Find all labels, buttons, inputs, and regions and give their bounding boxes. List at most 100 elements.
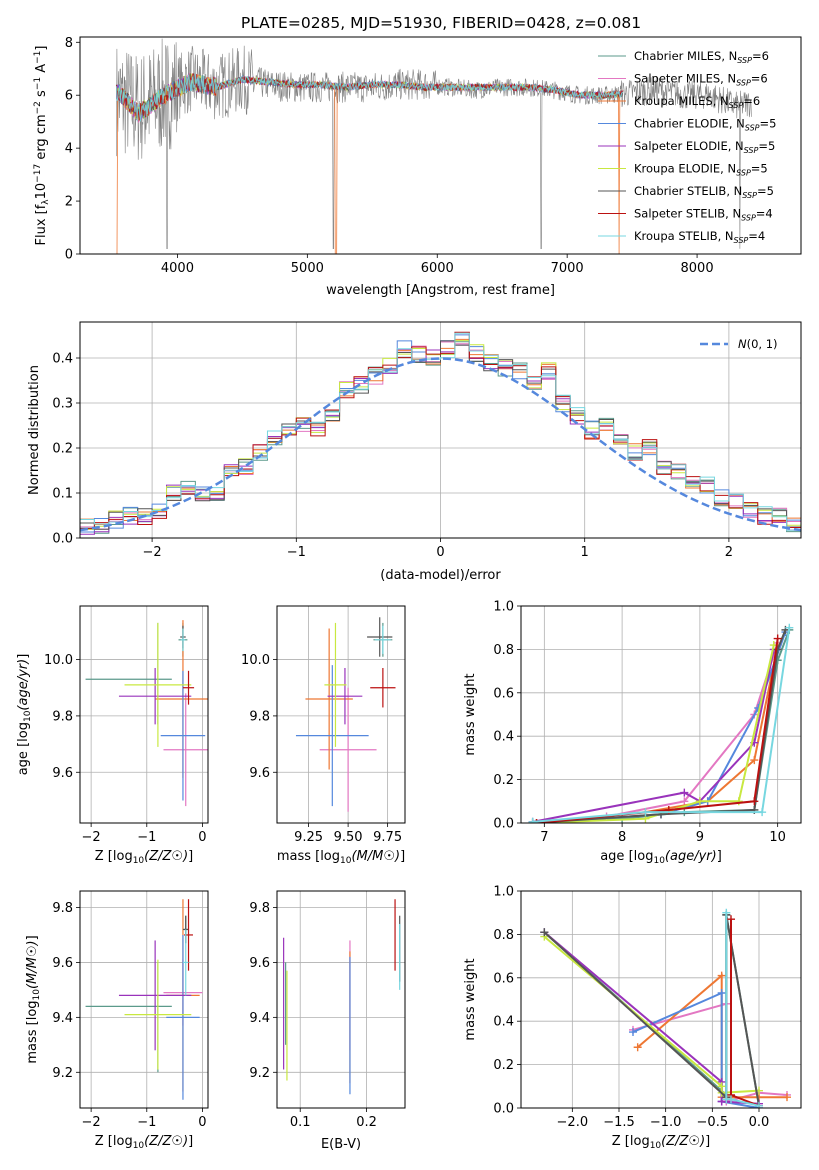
weight-series-line (536, 642, 779, 823)
y-tick-label: 0.6 (493, 686, 514, 701)
histogram-step-line (80, 340, 801, 530)
axes-frame (79, 321, 802, 539)
weight-vs-age-panel: 7 8 9 10 0.0 0.2 0.4 0.6 0.8 1.0 age [log10(age/yr… (463, 600, 802, 866)
weight-point-marker (540, 928, 549, 937)
normal-reference-curve (80, 357, 801, 532)
x-tick-label: 0.1 (290, 1115, 311, 1130)
y-tick-label: 0.8 (493, 643, 514, 658)
x-tick-label: 6000 (421, 261, 454, 276)
weight-point-marker (528, 817, 537, 823)
x-tick-label: −2 (82, 830, 101, 845)
weight-point-marker (717, 1097, 726, 1106)
y-axis-label: mass [log10(M/M☉)] (25, 935, 42, 1063)
y-tick-label: 1.0 (493, 600, 514, 615)
legend-entry-label: Kroupa ELODIE, NSSP=5 (634, 162, 768, 178)
weight-lines (540, 908, 791, 1108)
legend-entry-label: N(0, 1) (738, 337, 778, 351)
x-axis-label: (data-model)/error (380, 568, 501, 583)
y-tick-label: 0.2 (493, 1058, 514, 1073)
y-tick-label: 9.6 (249, 766, 270, 781)
x-tick-label: 5000 (291, 261, 324, 276)
weight-point-marker (758, 808, 767, 817)
axes-frame (276, 605, 406, 824)
x-axis-label: Z [log10(Z/Z☉)] (95, 849, 193, 866)
x-tick-label: 9.25 (294, 830, 323, 845)
x-tick-label: 10 (769, 830, 786, 845)
y-tick-label: 0.0 (493, 817, 514, 832)
axes-frame (79, 890, 209, 1109)
weight-point-marker (783, 1093, 791, 1102)
x-tick-label: 0 (198, 1115, 206, 1130)
x-tick-label: 9.50 (334, 830, 363, 845)
mass-vs-EBV-panel: 0.1 0.2 9.2 9.4 9.6 9.8 E(B-V) (249, 890, 406, 1152)
legend-entry-label: Chabrier MILES, NSSP=6 (634, 49, 769, 65)
histograms (80, 331, 801, 535)
weight-point-marker (680, 797, 689, 806)
model-spectrum-line (115, 74, 624, 122)
y-axis-label: Flux [fλ10−17 erg cm−2 s−1 A−1] (33, 46, 51, 246)
x-tick-label: −1.5 (603, 1115, 635, 1130)
y-tick-label: 9.2 (249, 1066, 270, 1081)
legend-entry-label: Kroupa MILES, NSSP=6 (634, 94, 760, 110)
weight-point-marker (717, 988, 726, 997)
axes-frame (520, 890, 802, 1109)
legend-entry-label: Kroupa STELIB, NSSP=4 (634, 229, 765, 245)
weight-series-line (632, 1002, 788, 1103)
y-tick-label: 9.8 (249, 709, 270, 724)
x-tick-label: −1.0 (650, 1115, 682, 1130)
weight-series-line (532, 644, 779, 823)
legend-entry-label: Salpeter MILES, NSSP=6 (634, 72, 768, 88)
weight-series-line (532, 629, 791, 823)
y-axis-label: age [log10(age/yr)] (16, 654, 33, 776)
errorbars (283, 899, 401, 1095)
errorbars (85, 620, 208, 807)
age-vs-mass-panel: 9.25 9.50 9.75 9.6 9.8 10.0 mass [log10(M/M☉)] (241, 605, 406, 866)
y-tick-label: 9.8 (52, 709, 73, 724)
y-axis-label: mass weight (463, 958, 478, 1040)
y-tick-label: 9.4 (249, 1011, 270, 1026)
y-tick-label: 0.0 (52, 532, 73, 547)
y-tick-label: 2 (65, 195, 73, 210)
axes-frame (276, 890, 406, 1109)
x-tick-label: 0.0 (749, 1115, 770, 1130)
y-tick-label: 0.3 (52, 397, 73, 412)
x-tick-label: −1 (137, 1115, 156, 1130)
y-tick-label: 9.8 (249, 901, 270, 916)
legend-entry-label: Chabrier STELIB, NSSP=5 (634, 184, 774, 200)
weight-point-marker (717, 971, 726, 980)
y-tick-label: 4 (65, 142, 73, 157)
y-tick-label: 9.6 (249, 956, 270, 971)
spectrum-legend: Chabrier MILES, NSSP=6 Salpeter MILES, NS… (598, 49, 776, 245)
weight-point-marker (755, 1101, 763, 1108)
x-tick-label: 7 (540, 830, 548, 845)
weight-point-marker (734, 797, 743, 806)
axes-frame (79, 36, 802, 255)
legend-entry-label: Salpeter ELODIE, NSSP=5 (634, 139, 775, 155)
model-spectrum-line (116, 74, 623, 254)
weight-series-line (536, 631, 787, 823)
x-tick-label: 8000 (681, 261, 714, 276)
x-axis-label: Z [log10(Z/Z☉)] (612, 1134, 710, 1151)
y-tick-label: 0.4 (493, 730, 514, 745)
weight-series-line (632, 991, 760, 1108)
legend-entry-label: Salpeter STELIB, NSSP=4 (634, 207, 773, 223)
y-tick-label: 0.8 (493, 928, 514, 943)
x-tick-label: −2 (82, 1115, 101, 1130)
y-tick-label: 0.6 (493, 971, 514, 986)
spectrum-panel: 4000 5000 6000 7000 8000 0 2 4 6 8 wavelength [Ang… (33, 36, 802, 298)
y-tick-label: 9.6 (52, 956, 73, 971)
weight-point-marker (727, 915, 735, 924)
y-tick-label: 0.2 (493, 773, 514, 788)
observed-spectrum-line (116, 38, 752, 249)
model-spectrum-line (115, 73, 624, 120)
x-tick-label: 0 (198, 830, 206, 845)
y-tick-label: 0.4 (52, 352, 73, 367)
x-tick-label: 9.75 (373, 830, 402, 845)
y-tick-label: 9.8 (52, 901, 73, 916)
x-tick-label: 0 (436, 545, 444, 560)
x-tick-label: 9 (696, 830, 704, 845)
axes-frame (520, 605, 802, 824)
x-axis-label: E(B-V) (321, 1137, 361, 1152)
y-tick-label: 0 (65, 248, 73, 263)
